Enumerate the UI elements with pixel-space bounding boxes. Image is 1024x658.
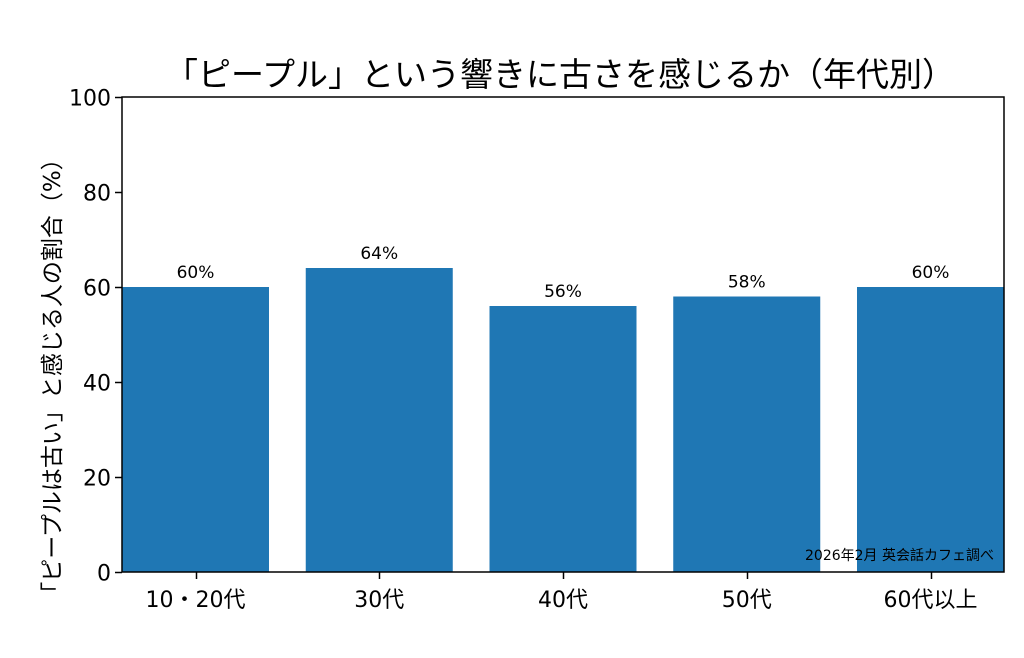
source-annotation: 2026年2月 英会話カフェ調べ — [805, 547, 994, 564]
data-label-2: 56% — [544, 282, 582, 302]
y-tick-label-0: 0 — [97, 562, 111, 587]
x-tick-label-3: 50代 — [722, 588, 772, 613]
y-tick-label-5: 100 — [69, 87, 111, 112]
y-axis-label: 「ピープルは古い」と感じる人の割合（%） — [40, 147, 66, 604]
chart-title: 「ピープル」という響きに古さを感じるか（年代別） — [165, 55, 955, 94]
data-label-1: 64% — [360, 244, 398, 264]
data-labels-group: 60% 64% 56% 58% 60% — [177, 244, 950, 302]
x-tick-label-4: 60代以上 — [884, 588, 978, 613]
y-tick-label-4: 80 — [83, 182, 111, 207]
data-label-3: 58% — [728, 273, 766, 293]
bars-group — [122, 268, 1004, 572]
plot-frame — [121, 96, 1005, 573]
y-tick-label-2: 40 — [83, 372, 111, 397]
bar-3 — [673, 296, 821, 572]
x-tick-label-2: 40代 — [538, 588, 588, 613]
bar-0 — [122, 287, 269, 572]
data-label-4: 60% — [912, 263, 950, 283]
bar-4 — [857, 287, 1004, 572]
x-tick-label-0: 10・20代 — [146, 588, 246, 613]
data-label-0: 60% — [177, 263, 215, 283]
y-axis: 0 20 40 60 80 100 — [69, 87, 122, 587]
y-tick-label-1: 20 — [83, 467, 111, 492]
x-tick-label-1: 30代 — [354, 588, 404, 613]
bar-2 — [489, 306, 637, 572]
x-axis: 10・20代 30代 40代 50代 60代以上 — [146, 572, 978, 613]
y-tick-label-3: 60 — [83, 277, 111, 302]
bar-1 — [305, 268, 453, 572]
